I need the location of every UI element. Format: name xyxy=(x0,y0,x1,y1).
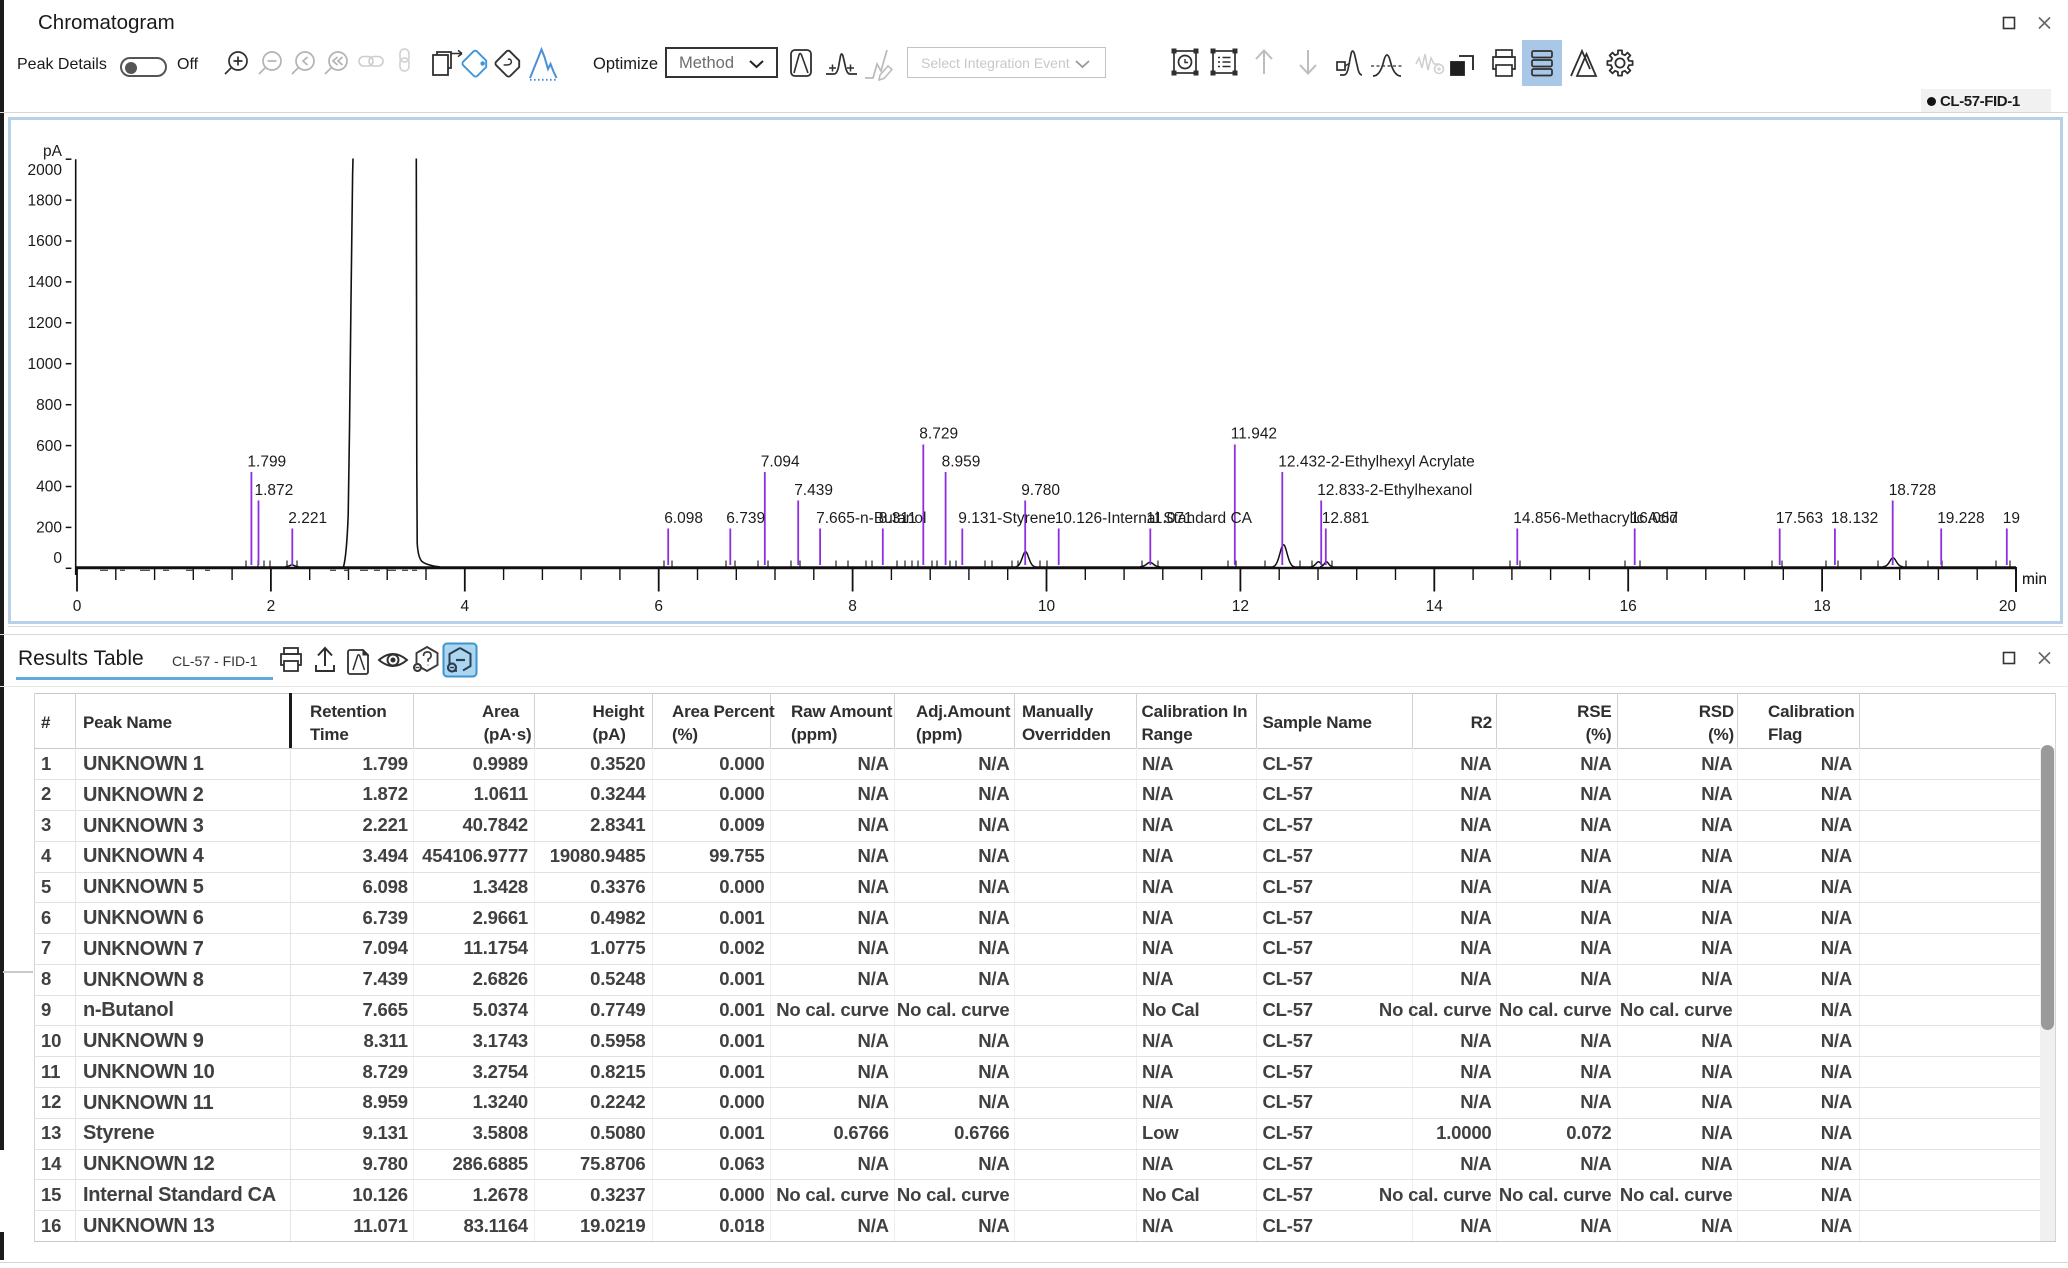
svg-text:1200: 1200 xyxy=(28,315,63,332)
svg-text:18: 18 xyxy=(1813,598,1830,615)
svg-text:4: 4 xyxy=(460,598,469,615)
svg-text:10.126-Internal Standard CA: 10.126-Internal Standard CA xyxy=(1055,510,1253,527)
svg-text:6: 6 xyxy=(654,598,663,615)
svg-text:12: 12 xyxy=(1232,598,1249,615)
svg-text:1.872: 1.872 xyxy=(255,482,294,499)
svg-text:min: min xyxy=(2022,571,2047,588)
svg-text:14: 14 xyxy=(1426,598,1444,615)
svg-text:12.432-2-Ethylhexyl Acrylate: 12.432-2-Ethylhexyl Acrylate xyxy=(1278,453,1474,470)
svg-text:pA: pA xyxy=(43,143,63,160)
svg-text:14.856-Methacrylic Acid: 14.856-Methacrylic Acid xyxy=(1513,510,1678,527)
svg-text:2.221: 2.221 xyxy=(288,510,327,527)
svg-text:11.071: 11.071 xyxy=(1146,510,1192,527)
svg-text:19.228: 19.228 xyxy=(1937,510,1984,527)
svg-text:1000: 1000 xyxy=(28,356,63,373)
svg-text:18.728: 18.728 xyxy=(1889,482,1936,499)
svg-text:0: 0 xyxy=(73,598,82,615)
svg-text:2000: 2000 xyxy=(28,162,63,179)
svg-text:7.665-n-Butanol: 7.665-n-Butanol xyxy=(816,510,926,527)
svg-text:16.067: 16.067 xyxy=(1631,510,1678,527)
svg-text:12.881: 12.881 xyxy=(1322,510,1369,527)
svg-text:8.959: 8.959 xyxy=(942,453,981,470)
svg-text:8.729: 8.729 xyxy=(919,425,958,442)
svg-text:600: 600 xyxy=(36,438,62,455)
svg-text:6.098: 6.098 xyxy=(664,510,703,527)
svg-text:200: 200 xyxy=(36,520,62,537)
svg-text:min: min xyxy=(2022,571,2047,588)
svg-text:16: 16 xyxy=(1620,598,1637,615)
svg-text:2: 2 xyxy=(267,598,276,615)
svg-text:10: 10 xyxy=(1038,598,1056,615)
svg-text:9.780: 9.780 xyxy=(1021,482,1060,499)
svg-text:1.799: 1.799 xyxy=(247,453,286,470)
svg-text:8: 8 xyxy=(848,598,857,615)
svg-text:7.094: 7.094 xyxy=(761,453,800,470)
svg-text:18.132: 18.132 xyxy=(1831,510,1878,527)
svg-text:9.131-Styrene: 9.131-Styrene xyxy=(958,510,1055,527)
svg-text:400: 400 xyxy=(36,479,62,496)
svg-text:1800: 1800 xyxy=(28,192,63,209)
svg-text:800: 800 xyxy=(36,397,62,414)
svg-text:7.439: 7.439 xyxy=(794,482,833,499)
svg-text:6.739: 6.739 xyxy=(726,510,765,527)
svg-text:1400: 1400 xyxy=(28,274,63,291)
svg-text:0: 0 xyxy=(53,550,62,567)
svg-text:12.833-2-Ethylhexanol: 12.833-2-Ethylhexanol xyxy=(1317,482,1472,499)
svg-text:11.942: 11.942 xyxy=(1231,425,1277,442)
svg-text:1600: 1600 xyxy=(28,233,63,250)
svg-text:8.311: 8.311 xyxy=(879,510,917,527)
svg-text:20: 20 xyxy=(1999,598,2017,615)
svg-text:17.563: 17.563 xyxy=(1776,510,1823,527)
